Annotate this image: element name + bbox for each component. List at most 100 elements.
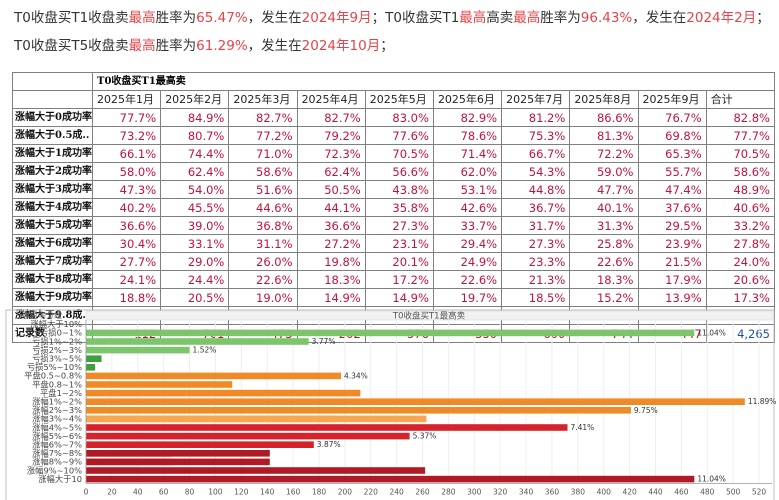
stats-table: T0收盘买T1最高卖 2025年1月 2025年2月 2025年3月 2025年4月 20… [12,72,776,343]
table-cell: 14.9% [296,288,366,307]
row-label: 涨幅大于6成功率 [12,234,93,253]
bar [86,346,190,354]
table-cell: 40.1% [569,198,639,217]
x-tick-label: 320 [493,487,508,496]
bar [86,458,270,466]
table-cell: 17.2% [364,270,434,289]
table-cell: 36.7% [501,198,571,217]
table-cell: 27.7% [91,252,162,271]
table-cell: 82.9% [432,108,503,127]
table-cell: 55.7% [637,162,707,181]
data-label: 11.89% [748,397,777,406]
table-cell: 51.6% [228,180,298,199]
row-label: 涨幅大于0成功率 [12,108,93,127]
table-cell: 62.0% [432,162,503,181]
headline-text: ，发生在 [632,10,687,26]
table-cell: 30.4% [91,234,162,253]
table-row: 涨幅大于7成功率 27.7% 29.0% 26.0% 19.8% 20.1% 24.9% 23… [12,252,776,271]
category-label: 涨幅2%~3% [32,405,82,415]
table-cell: 42.6% [432,198,503,217]
chart-title: T0收盘买T1最高卖 [392,311,466,322]
x-tick-label: 460 [674,487,689,496]
column-header: 2025年1月 [91,90,162,109]
table-cell: 70.5% [364,144,434,163]
table-cell: 84.9% [160,108,230,127]
column-header: 2025年6月 [432,90,503,109]
table-cell: 82.7% [228,108,298,127]
headline-1: T0收盘买T1收盘卖最高胜率为65.47%，发生在2024年9月；T0收盘买T1… [14,6,770,26]
bar [86,389,361,397]
table-cell: 72.2% [569,144,639,163]
row-label: 涨幅大于3成功率 [12,180,93,199]
x-tick-label: 220 [364,487,379,496]
table-cell: 23.1% [364,234,434,253]
table-cell: 25.8% [569,234,639,253]
table-cell: 18.3% [569,270,639,289]
table-cell: 73.2% [91,126,162,145]
table-cell: 13.9% [637,288,707,307]
x-tick-label: 60 [159,487,169,496]
x-tick-label: 80 [185,487,195,496]
table-cell: 21.5% [637,252,707,271]
row-label: 涨幅大于0.5成.. [12,126,93,145]
bar [86,467,426,474]
table-cell: 15.2% [569,288,639,307]
x-tick-label: 180 [312,487,327,496]
headline-rate: 65.47% [196,10,248,26]
data-label: 5.37% [413,432,437,441]
table-cell: 47.3% [91,180,162,199]
bar [86,475,695,483]
table-cell: 19.7% [432,288,503,307]
table-cell: 36.8% [228,216,298,235]
bar [86,372,341,380]
table-cell: 20.5% [160,288,230,307]
table-cell: 82.8% [705,108,776,127]
table-cell: 77.6% [364,126,434,145]
table-header-row: T0收盘买T1最高卖 [12,72,775,91]
column-header: 合计 [705,90,776,109]
table-cell: 82.7% [296,108,366,127]
bar [86,329,695,337]
headline-keyword: 最高 [128,10,156,26]
table-cell: 31.1% [228,234,298,253]
table-cell: 22.6% [569,252,639,271]
bar [86,381,233,388]
chart-frame [5,309,775,500]
table-cell: 66.7% [501,144,571,163]
headline-text: ； [756,10,770,26]
data-label: 7.41% [570,423,594,432]
x-tick-label: 400 [597,487,612,496]
table-row: 涨幅大于8成功率 24.1% 24.4% 22.6% 18.3% 17.2% 22.6% 21… [12,270,776,289]
headline-text: 胜率为 [155,10,197,26]
table-group-header: T0收盘买T1最高卖 [92,72,775,91]
bar [86,407,631,414]
table-cell: 27.3% [501,234,571,253]
table-cell: 71.0% [228,144,298,163]
bar [86,450,270,457]
x-tick-label: 300 [467,487,482,496]
row-label: 涨幅大于2成功率 [12,162,93,181]
bar [86,441,314,448]
table-cell: 58.6% [228,162,298,181]
data-label: 9.75% [634,406,658,415]
x-tick-label: 420 [622,487,637,496]
category-label: 平盘1~2% [40,388,82,398]
bar [86,364,96,371]
table-cell: 58.0% [91,162,162,181]
table-cell: 79.2% [296,126,366,145]
bar [86,398,745,405]
table-cell: 71.4% [432,144,503,163]
bar [86,338,309,345]
table-cell: 48.9% [705,180,776,199]
bar [86,432,410,440]
data-label: 3.77% [312,337,336,346]
category-label: 亏损1%~2% [32,336,82,346]
table-cell: 24.0% [705,252,776,271]
table-cell: 33.1% [160,234,230,253]
table-cell: 23.3% [501,252,571,271]
table-cell: 26.0% [228,252,298,271]
x-tick-label: 160 [286,487,301,496]
headline-text: 胜率为 [155,38,197,54]
x-tick-label: 40 [133,487,143,496]
